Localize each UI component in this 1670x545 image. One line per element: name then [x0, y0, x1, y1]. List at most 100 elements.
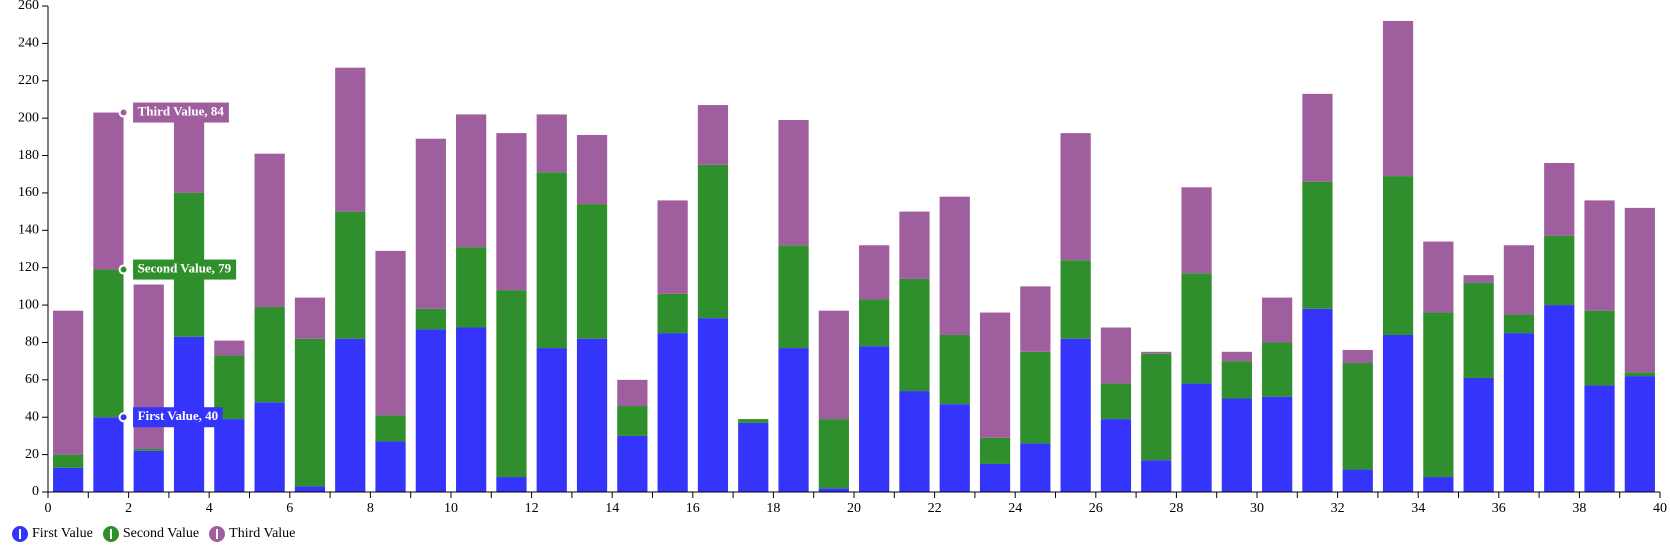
bar-segment[interactable]	[255, 154, 285, 307]
bar-segment[interactable]	[819, 311, 849, 419]
bar-group[interactable]	[456, 114, 486, 492]
bar-segment[interactable]	[1343, 350, 1373, 363]
bar-segment[interactable]	[295, 339, 325, 487]
bar-group[interactable]	[819, 311, 849, 492]
bar-group[interactable]	[1222, 352, 1252, 492]
bar-group[interactable]	[738, 419, 768, 492]
bar-segment[interactable]	[93, 417, 123, 492]
bar-group[interactable]	[1584, 200, 1614, 492]
bar-group[interactable]	[537, 114, 567, 492]
bar-segment[interactable]	[1101, 419, 1131, 492]
bar-segment[interactable]	[537, 348, 567, 492]
bar-segment[interactable]	[617, 436, 647, 492]
bar-segment[interactable]	[174, 118, 204, 193]
bar-segment[interactable]	[416, 309, 446, 330]
bar-segment[interactable]	[577, 204, 607, 339]
bar-group[interactable]	[255, 154, 285, 492]
bar-segment[interactable]	[778, 348, 808, 492]
bar-segment[interactable]	[577, 339, 607, 492]
bar-group[interactable]	[698, 105, 728, 492]
bar-segment[interactable]	[658, 294, 688, 333]
bar-segment[interactable]	[698, 105, 728, 165]
bar-segment[interactable]	[899, 212, 929, 279]
bar-segment[interactable]	[1544, 305, 1574, 492]
bar-group[interactable]	[416, 139, 446, 492]
bar-group[interactable]	[617, 380, 647, 492]
bar-segment[interactable]	[577, 135, 607, 204]
bar-segment[interactable]	[1625, 376, 1655, 492]
bar-group[interactable]	[1544, 163, 1574, 492]
bar-segment[interactable]	[698, 165, 728, 318]
bar-segment[interactable]	[134, 449, 164, 451]
bar-group[interactable]	[778, 120, 808, 492]
bar-segment[interactable]	[1544, 236, 1574, 305]
bar-segment[interactable]	[1544, 163, 1574, 236]
bar-segment[interactable]	[1504, 314, 1534, 333]
bar-segment[interactable]	[1423, 313, 1453, 477]
bar-group[interactable]	[134, 285, 164, 492]
bar-segment[interactable]	[1222, 361, 1252, 398]
bar-group[interactable]	[940, 197, 970, 492]
bar-segment[interactable]	[1061, 133, 1091, 260]
bar-segment[interactable]	[496, 290, 526, 477]
bar-segment[interactable]	[980, 313, 1010, 438]
legend-item[interactable]: Third Value	[209, 526, 295, 542]
bar-segment[interactable]	[859, 299, 889, 346]
bar-group[interactable]	[93, 113, 123, 492]
bar-segment[interactable]	[1464, 378, 1494, 492]
bar-segment[interactable]	[1383, 176, 1413, 335]
bar-group[interactable]	[1504, 245, 1534, 492]
bar-segment[interactable]	[1061, 260, 1091, 339]
bar-segment[interactable]	[1302, 182, 1332, 309]
bar-group[interactable]	[496, 133, 526, 492]
bar-segment[interactable]	[93, 270, 123, 418]
bar-segment[interactable]	[940, 197, 970, 335]
bar-segment[interactable]	[496, 477, 526, 492]
bar-segment[interactable]	[778, 245, 808, 348]
bar-segment[interactable]	[617, 380, 647, 406]
bar-segment[interactable]	[1141, 354, 1171, 461]
bar-group[interactable]	[335, 68, 365, 492]
bar-group[interactable]	[295, 298, 325, 492]
bar-segment[interactable]	[1423, 477, 1453, 492]
bar-segment[interactable]	[1020, 286, 1050, 351]
bar-segment[interactable]	[375, 442, 405, 492]
bar-segment[interactable]	[1141, 352, 1171, 354]
bar-group[interactable]	[1020, 286, 1050, 492]
bar-group[interactable]	[1181, 187, 1211, 492]
bar-segment[interactable]	[899, 279, 929, 391]
bar-segment[interactable]	[537, 114, 567, 172]
bar-group[interactable]	[1141, 352, 1171, 492]
bar-group[interactable]	[1101, 328, 1131, 492]
bar-segment[interactable]	[1222, 399, 1252, 492]
bar-segment[interactable]	[1464, 283, 1494, 378]
bar-segment[interactable]	[1181, 384, 1211, 492]
bar-segment[interactable]	[1262, 342, 1292, 396]
bar-segment[interactable]	[738, 423, 768, 492]
bar-segment[interactable]	[416, 329, 446, 492]
bar-segment[interactable]	[295, 298, 325, 339]
bar-segment[interactable]	[255, 402, 285, 492]
bar-group[interactable]	[859, 245, 889, 492]
bar-segment[interactable]	[1504, 245, 1534, 314]
bar-segment[interactable]	[255, 307, 285, 402]
bar-segment[interactable]	[1181, 187, 1211, 273]
bar-segment[interactable]	[980, 438, 1010, 464]
bar-group[interactable]	[174, 118, 204, 492]
bar-segment[interactable]	[940, 335, 970, 404]
bar-group[interactable]	[899, 212, 929, 492]
bar-segment[interactable]	[658, 200, 688, 293]
legend-item[interactable]: Second Value	[103, 526, 199, 542]
bar-segment[interactable]	[53, 455, 83, 468]
bar-group[interactable]	[1343, 350, 1373, 492]
bar-group[interactable]	[1262, 298, 1292, 492]
bar-group[interactable]	[980, 313, 1010, 492]
bar-segment[interactable]	[1262, 397, 1292, 492]
bar-group[interactable]	[1061, 133, 1091, 492]
bar-segment[interactable]	[1061, 339, 1091, 492]
bar-segment[interactable]	[416, 139, 446, 309]
bar-segment[interactable]	[214, 419, 244, 492]
bar-segment[interactable]	[1141, 460, 1171, 492]
bar-group[interactable]	[658, 200, 688, 492]
bar-segment[interactable]	[53, 468, 83, 492]
